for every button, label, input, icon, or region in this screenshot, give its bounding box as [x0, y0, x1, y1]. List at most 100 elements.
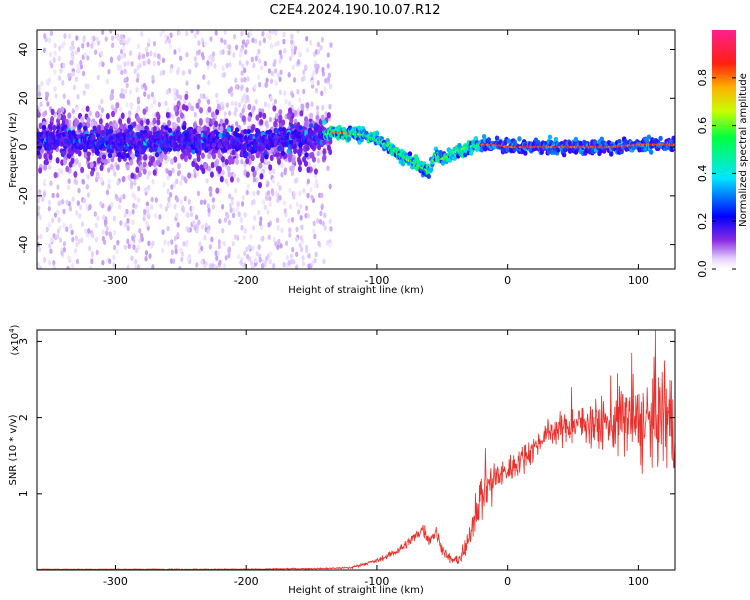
- heatmap-cell: [47, 37, 52, 43]
- heatmap-cell: [147, 58, 151, 65]
- heatmap-cell: [75, 258, 80, 265]
- heatmap-cell: [154, 152, 160, 158]
- heatmap-cell: [207, 99, 211, 105]
- heatmap-cell: [164, 33, 168, 40]
- colorbar-tick-label: 0.4: [696, 165, 709, 183]
- heatmap-cell: [101, 154, 107, 160]
- heatmap-cell: [274, 41, 278, 48]
- heatmap-cell: [69, 45, 73, 52]
- heatmap-cell: [137, 170, 142, 178]
- heatmap-cell: [206, 228, 210, 235]
- heatmap-cell: [74, 235, 78, 241]
- heatmap-cell: [164, 206, 169, 212]
- heatmap-cell: [98, 118, 103, 125]
- heatmap-cell: [314, 87, 319, 94]
- heatmap-cell: [65, 165, 70, 173]
- heatmap-cell: [272, 61, 276, 68]
- heatmap-cell: [143, 154, 148, 161]
- heatmap-cell: [264, 82, 269, 88]
- heatmap-cell: [124, 222, 128, 228]
- heatmap-cell: [268, 258, 272, 265]
- heatmap-cell: [47, 199, 52, 206]
- heatmap-cell: [190, 30, 194, 34]
- heatmap-cell: [177, 47, 181, 53]
- heatmap-cell: [257, 74, 261, 80]
- heatmap-cell: [195, 214, 199, 221]
- snr-x-tick-label: -200: [234, 575, 259, 588]
- heatmap-cell: [105, 230, 109, 236]
- heatmap-cell: [270, 30, 275, 35]
- heatmap-cell: [112, 254, 116, 261]
- heatmap-cell: [170, 239, 174, 245]
- heatmap-cell: [126, 217, 130, 224]
- heatmap-cell: [658, 135, 663, 141]
- heatmap-cell: [253, 84, 257, 90]
- heatmap-cell: [299, 203, 303, 210]
- heatmap-cell: [86, 121, 91, 129]
- heatmap-cell: [240, 84, 244, 90]
- heatmap-cell: [245, 171, 250, 178]
- heatmap-cell: [218, 187, 222, 194]
- heatmap-cell: [70, 50, 75, 57]
- spectrogram-frame: [36, 29, 676, 270]
- colorbar: 0.00.20.40.60.8 Normalized spectral ampl…: [696, 30, 749, 278]
- heatmap-cell: [108, 148, 114, 154]
- snr-series-line: [37, 330, 675, 570]
- heatmap-cell: [290, 170, 294, 177]
- heatmap-cell: [262, 37, 267, 44]
- heatmap-cell: [221, 132, 227, 138]
- heatmap-cell: [101, 235, 105, 242]
- heatmap-cell: [71, 108, 75, 115]
- heatmap-cell: [323, 225, 327, 231]
- heatmap-cell: [113, 122, 118, 129]
- heatmap-cell: [147, 93, 151, 100]
- heatmap-cell: [278, 49, 282, 56]
- heatmap-cell: [199, 107, 204, 114]
- heatmap-cell: [164, 100, 168, 107]
- heatmap-cell: [161, 229, 165, 235]
- heatmap-cell: [56, 192, 60, 199]
- heatmap-cell: [127, 36, 131, 43]
- heatmap-cell: [276, 181, 280, 187]
- heatmap-cell: [166, 156, 171, 162]
- heatmap-cell: [100, 177, 104, 183]
- heatmap-cell: [277, 238, 281, 245]
- heatmap-cell: [101, 229, 105, 235]
- heatmap-cell: [265, 32, 269, 39]
- heatmap-cell: [238, 51, 242, 58]
- heatmap-cell: [41, 124, 47, 131]
- heatmap-cell: [180, 153, 185, 160]
- heatmap-cell: [171, 167, 175, 174]
- heatmap-cell: [61, 79, 65, 86]
- heatmap-cell: [137, 185, 141, 192]
- heatmap-cell: [94, 222, 98, 228]
- heatmap-cell: [112, 229, 116, 236]
- snr-y-tick-label: 3: [17, 338, 30, 345]
- heatmap-cell: [319, 210, 323, 217]
- heatmap-cell: [561, 152, 567, 158]
- heatmap-cell: [105, 128, 110, 135]
- heatmap-cell: [233, 234, 238, 240]
- heatmap-cell: [211, 51, 216, 57]
- heatmap-cell: [191, 160, 196, 168]
- heatmap-cell: [88, 265, 93, 269]
- heatmap-cell: [252, 176, 256, 183]
- heatmap-cell: [109, 30, 113, 34]
- heatmap-cell: [150, 204, 154, 211]
- heatmap-cell: [225, 102, 229, 108]
- heatmap-cell: [297, 165, 302, 173]
- heatmap-cell: [671, 135, 675, 141]
- heatmap-cell: [62, 246, 67, 253]
- spectrogram-y-tick-label: 0: [17, 144, 30, 151]
- heatmap-cell: [282, 261, 286, 268]
- heatmap-cell: [55, 157, 60, 164]
- heatmap-cell: [216, 103, 221, 111]
- heatmap-cell: [280, 150, 286, 156]
- heatmap-cell: [238, 60, 242, 66]
- heatmap-cell: [49, 248, 53, 254]
- heatmap-cell: [181, 104, 186, 111]
- heatmap-cell: [209, 191, 213, 198]
- heatmap-cell: [326, 63, 330, 69]
- heatmap-cell: [62, 208, 66, 215]
